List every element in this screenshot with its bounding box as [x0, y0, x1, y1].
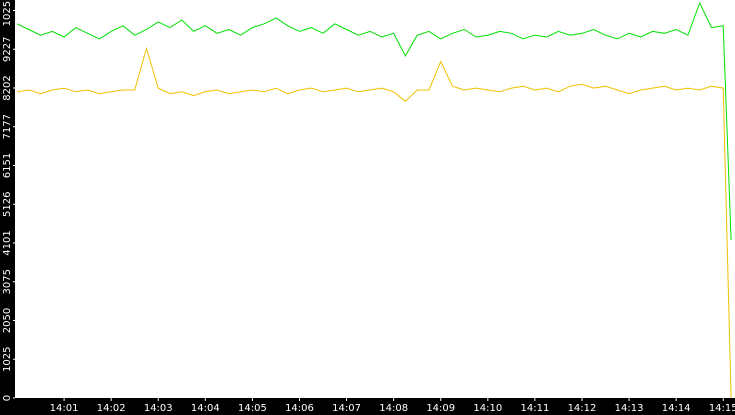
y-tick-label: 0 [2, 395, 13, 401]
x-tick-label: 14:12 [568, 403, 597, 414]
y-tick-label: 8202 [2, 75, 13, 100]
y-tick-label: 3075 [2, 269, 13, 294]
x-tick-label: 14:03 [144, 403, 173, 414]
y-tick-label: 7177 [2, 114, 13, 139]
plot-area [15, 0, 735, 398]
x-tick-label: 14:13 [615, 403, 644, 414]
y-tick-label: 9227 [2, 37, 13, 62]
x-tick-label: 14:08 [379, 403, 408, 414]
x-tick-label: 14:14 [662, 403, 691, 414]
x-tick-label: 14:02 [97, 403, 126, 414]
x-tick-label: 14:11 [520, 403, 549, 414]
x-tick-label: 14:09 [426, 403, 455, 414]
y-tick-label: 2050 [2, 308, 13, 333]
x-tick-label: 14:06 [285, 403, 314, 414]
x-tick-label: 14:10 [473, 403, 502, 414]
y-tick-label: 10253 [2, 0, 13, 26]
y-tick-label: 4101 [2, 230, 13, 255]
x-tick-label: 14:15 [709, 403, 735, 414]
y-tick-label: 1025 [2, 347, 13, 372]
x-tick-label: 14:07 [332, 403, 361, 414]
x-tick-label: 14:05 [238, 403, 267, 414]
series-line [16, 1, 732, 241]
y-tick-label: 6151 [2, 153, 13, 178]
x-tick-label: 14:04 [191, 403, 220, 414]
series-line [16, 46, 732, 399]
y-tick-label: 5126 [2, 192, 13, 217]
x-tick-label: 14:01 [50, 403, 79, 414]
